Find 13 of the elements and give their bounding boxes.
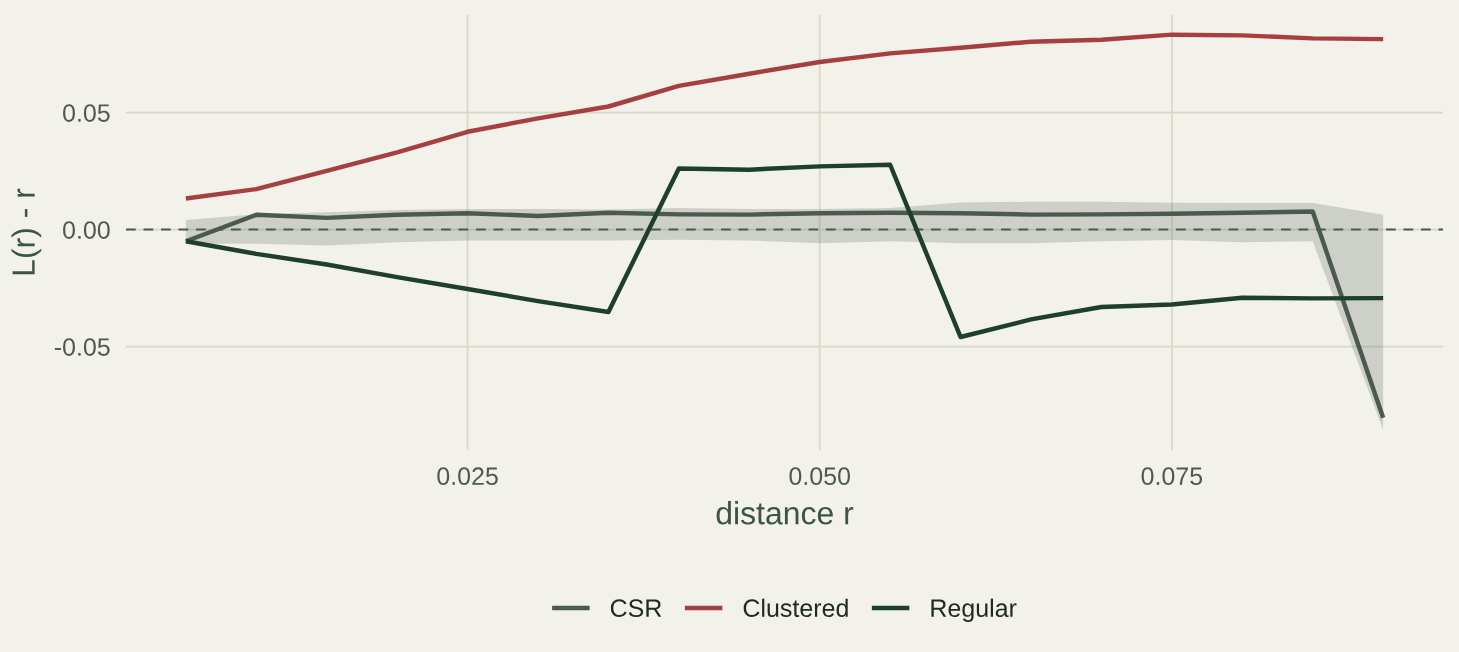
x-axis-title: distance r — [716, 501, 854, 525]
x-tick-label: 0.050 — [789, 467, 851, 486]
x-tick-label: 0.075 — [1141, 467, 1203, 486]
y-axis-title: L(r) - r — [11, 188, 42, 275]
y-tick-label: 0.05 — [63, 104, 110, 122]
line-series — [183, 162, 1386, 340]
legend-label: Clustered — [743, 598, 848, 618]
x-tick-label: 0.025 — [437, 467, 498, 486]
y-tick-label: 0.00 — [63, 221, 110, 239]
y-tick-label: -0.05 — [54, 338, 110, 356]
legend-label: Regular — [931, 598, 1017, 622]
legend-label: CSR — [610, 599, 662, 618]
line-series — [183, 32, 1386, 201]
